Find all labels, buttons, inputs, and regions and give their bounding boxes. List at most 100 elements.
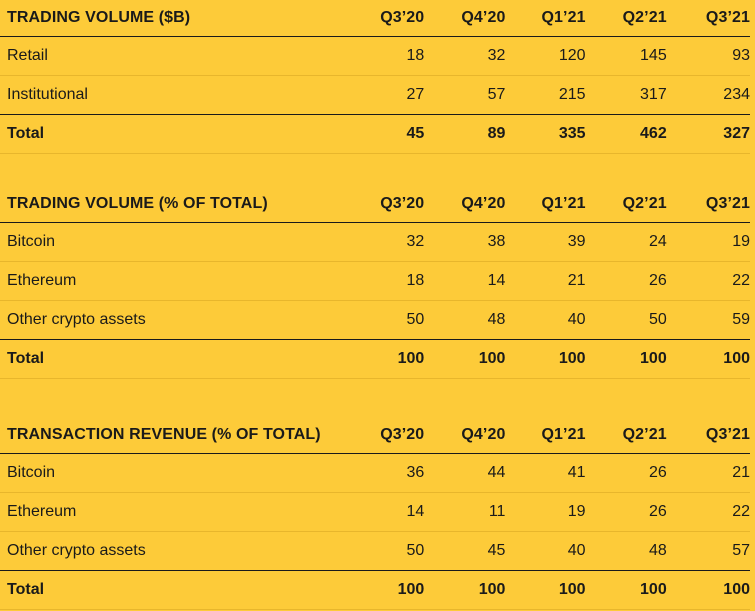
cell-value: 19 xyxy=(505,492,586,532)
table-title: TRADING VOLUME (% OF TOTAL) xyxy=(0,186,355,223)
cell-value: 41 xyxy=(505,453,586,493)
cell-value: 120 xyxy=(505,36,586,76)
cell-value: 18 xyxy=(354,36,425,76)
column-header: Q3’21 xyxy=(666,417,750,454)
trading-volume-percent-table: TRADING VOLUME (% OF TOTAL) Q3’20 Q4’20 … xyxy=(0,186,750,379)
column-header: Q4’20 xyxy=(424,417,506,454)
row-label: Total xyxy=(0,570,355,610)
column-header: Q1’21 xyxy=(505,417,586,454)
table-header-row: TRADING VOLUME ($B) Q3’20 Q4’20 Q1’21 Q2… xyxy=(0,0,750,37)
cell-value: 45 xyxy=(424,531,506,571)
cell-value: 32 xyxy=(424,36,506,76)
table-header-row: TRANSACTION REVENUE (% OF TOTAL) Q3’20 Q… xyxy=(0,417,750,454)
cell-value: 26 xyxy=(585,453,667,493)
trading-volume-usd-table: TRADING VOLUME ($B) Q3’20 Q4’20 Q1’21 Q2… xyxy=(0,0,750,154)
cell-value: 59 xyxy=(666,300,750,340)
cell-value: 100 xyxy=(354,570,425,610)
table-row: Retail 18 32 120 145 93 xyxy=(0,36,750,76)
cell-value: 32 xyxy=(354,222,425,262)
cell-value: 317 xyxy=(585,75,667,115)
cell-value: 93 xyxy=(666,36,750,76)
transaction-revenue-percent-table: TRANSACTION REVENUE (% OF TOTAL) Q3’20 Q… xyxy=(0,417,750,610)
table-row: Ethereum 18 14 21 26 22 xyxy=(0,261,750,301)
cell-value: 57 xyxy=(424,75,506,115)
cell-value: 26 xyxy=(585,492,667,532)
row-label: Ethereum xyxy=(0,261,355,301)
cell-value: 57 xyxy=(666,531,750,571)
cell-value: 44 xyxy=(424,453,506,493)
cell-value: 27 xyxy=(354,75,425,115)
cell-value: 100 xyxy=(505,570,586,610)
cell-value: 14 xyxy=(424,261,506,301)
cell-value: 40 xyxy=(505,531,586,571)
row-label: Institutional xyxy=(0,75,355,115)
cell-value: 50 xyxy=(354,531,425,571)
row-label: Retail xyxy=(0,36,355,76)
cell-value: 48 xyxy=(424,300,506,340)
row-label: Bitcoin xyxy=(0,453,355,493)
cell-value: 45 xyxy=(354,114,425,154)
cell-value: 36 xyxy=(354,453,425,493)
row-label: Other crypto assets xyxy=(0,531,355,571)
cell-value: 100 xyxy=(424,339,506,379)
cell-value: 21 xyxy=(666,453,750,493)
table-row: Other crypto assets 50 45 40 48 57 xyxy=(0,531,750,571)
column-header: Q3’20 xyxy=(354,0,425,37)
column-header: Q2’21 xyxy=(585,186,667,223)
column-header: Q2’21 xyxy=(585,0,667,37)
cell-value: 327 xyxy=(666,114,750,154)
cell-value: 24 xyxy=(585,222,667,262)
table-row: Bitcoin 32 38 39 24 19 xyxy=(0,222,750,262)
cell-value: 50 xyxy=(354,300,425,340)
row-label: Total xyxy=(0,339,355,379)
cell-value: 14 xyxy=(354,492,425,532)
cell-value: 145 xyxy=(585,36,667,76)
cell-value: 11 xyxy=(424,492,506,532)
cell-value: 462 xyxy=(585,114,667,154)
cell-value: 21 xyxy=(505,261,586,301)
table-title: TRANSACTION REVENUE (% OF TOTAL) xyxy=(0,417,355,454)
cell-value: 50 xyxy=(585,300,667,340)
column-header: Q3’20 xyxy=(354,417,425,454)
cell-value: 215 xyxy=(505,75,586,115)
total-row: Total 100 100 100 100 100 xyxy=(0,339,750,379)
cell-value: 48 xyxy=(585,531,667,571)
cell-value: 26 xyxy=(585,261,667,301)
column-header: Q4’20 xyxy=(424,186,506,223)
cell-value: 100 xyxy=(354,339,425,379)
column-header: Q3’20 xyxy=(354,186,425,223)
total-row: Total 45 89 335 462 327 xyxy=(0,114,750,154)
cell-value: 100 xyxy=(424,570,506,610)
row-label: Other crypto assets xyxy=(0,300,355,340)
table-row: Institutional 27 57 215 317 234 xyxy=(0,75,750,115)
cell-value: 100 xyxy=(505,339,586,379)
column-header: Q1’21 xyxy=(505,0,586,37)
cell-value: 39 xyxy=(505,222,586,262)
cell-value: 19 xyxy=(666,222,750,262)
cell-value: 100 xyxy=(585,339,667,379)
cell-value: 100 xyxy=(666,570,750,610)
row-label: Total xyxy=(0,114,355,154)
cell-value: 22 xyxy=(666,261,750,301)
cell-value: 100 xyxy=(666,339,750,379)
column-header: Q3’21 xyxy=(666,186,750,223)
cell-value: 40 xyxy=(505,300,586,340)
cell-value: 89 xyxy=(424,114,506,154)
cell-value: 22 xyxy=(666,492,750,532)
column-header: Q2’21 xyxy=(585,417,667,454)
table-row: Bitcoin 36 44 41 26 21 xyxy=(0,453,750,493)
table-row: Ethereum 14 11 19 26 22 xyxy=(0,492,750,532)
cell-value: 234 xyxy=(666,75,750,115)
row-label: Ethereum xyxy=(0,492,355,532)
row-label: Bitcoin xyxy=(0,222,355,262)
cell-value: 18 xyxy=(354,261,425,301)
cell-value: 100 xyxy=(585,570,667,610)
cell-value: 38 xyxy=(424,222,506,262)
table-row: Other crypto assets 50 48 40 50 59 xyxy=(0,300,750,340)
cell-value: 335 xyxy=(505,114,586,154)
table-header-row: TRADING VOLUME (% OF TOTAL) Q3’20 Q4’20 … xyxy=(0,186,750,223)
column-header: Q4’20 xyxy=(424,0,506,37)
column-header: Q1’21 xyxy=(505,186,586,223)
table-title: TRADING VOLUME ($B) xyxy=(0,0,355,37)
total-row: Total 100 100 100 100 100 xyxy=(0,570,750,610)
